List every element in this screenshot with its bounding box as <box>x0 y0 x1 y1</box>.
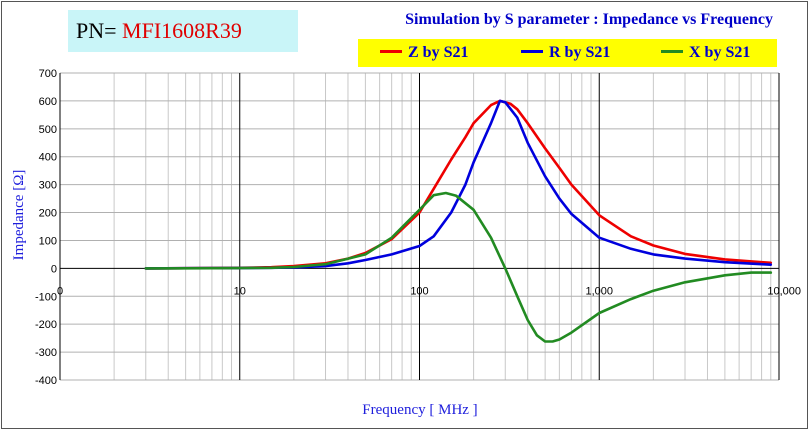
major-grid <box>59 72 780 381</box>
y-tick-label: 100 <box>39 235 57 247</box>
y-axis-title: Impedance [Ω] <box>11 170 27 261</box>
x-tick-label: 10 <box>234 285 246 297</box>
minor-grid <box>113 73 772 380</box>
y-tick-label: -200 <box>35 319 57 331</box>
y-tick-label: 300 <box>39 180 57 192</box>
legend-label-z: Z by S21 <box>408 44 469 61</box>
part-number-box: PN= MFI1608R39 <box>68 10 298 52</box>
y-tick-label: -100 <box>35 291 57 303</box>
part-number-text: PN= MFI1608R39 <box>76 18 242 44</box>
x-axis-title: Frequency [ MHz ] <box>362 402 477 418</box>
y-tick-label: 500 <box>39 124 57 136</box>
x-tick-label: 10,000 <box>767 285 801 297</box>
y-tick-label: 200 <box>39 208 57 220</box>
y-tick-label: 0 <box>51 263 57 275</box>
legend-item-x: X by S21 <box>661 44 750 62</box>
y-tick-label: -300 <box>35 347 57 359</box>
legend: Z by S21 R by S21 X by S21 <box>358 39 777 67</box>
series-line-x <box>144 191 773 343</box>
part-number-label: PN= <box>76 18 117 43</box>
legend-item-r: R by S21 <box>521 44 610 62</box>
x-tick-label: 1,000 <box>585 285 613 297</box>
x-tick-label: 0 <box>57 285 63 297</box>
x-tick-label: 100 <box>410 285 428 297</box>
legend-label-x: X by S21 <box>689 44 751 61</box>
y-tick-label: 700 <box>39 68 57 80</box>
legend-label-r: R by S21 <box>549 44 611 61</box>
legend-item-z: Z by S21 <box>380 44 468 62</box>
series-line-r <box>144 99 773 270</box>
legend-swatch-x <box>661 49 683 53</box>
legend-swatch-r <box>521 49 543 53</box>
y-tick-label: 400 <box>39 152 57 164</box>
part-number-value: MFI1608R39 <box>122 18 242 43</box>
y-tick-label: 600 <box>39 96 57 108</box>
y-tick-label: -400 <box>35 375 57 387</box>
series-layer <box>144 99 773 343</box>
chart-title: Simulation by S parameter : Impedance vs… <box>405 11 773 28</box>
legend-swatch-z <box>380 49 402 53</box>
